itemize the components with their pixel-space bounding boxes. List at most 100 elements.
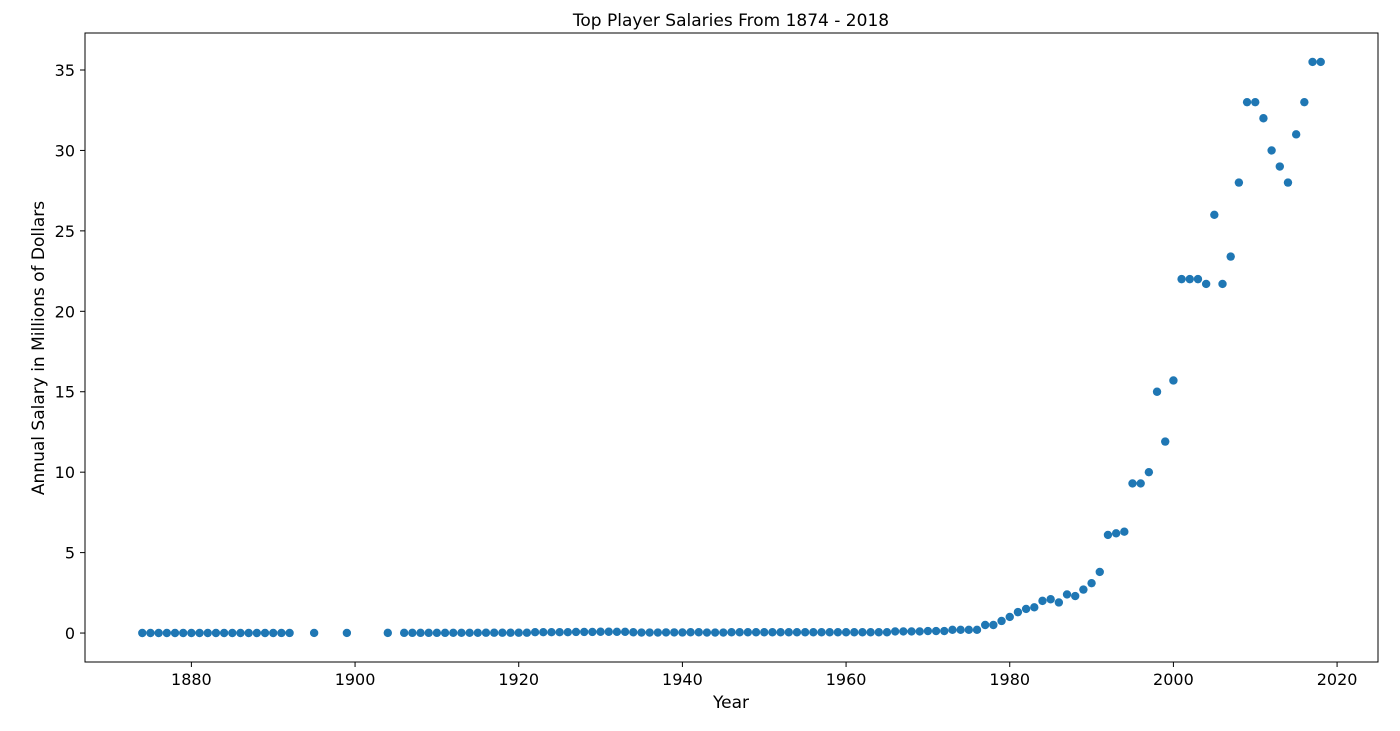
- data-point: [710, 628, 720, 637]
- data-point: [1177, 274, 1186, 284]
- data-point: [179, 628, 188, 638]
- y-tick-label: 15: [55, 383, 75, 402]
- data-point: [416, 628, 425, 638]
- data-point: [236, 628, 245, 638]
- x-tick-label: 1940: [662, 670, 703, 689]
- data-point: [1046, 595, 1055, 604]
- x-tick-label: 2020: [1317, 670, 1358, 689]
- data-point: [653, 628, 663, 637]
- data-point: [1201, 279, 1211, 289]
- data-point: [800, 628, 810, 637]
- data-point: [637, 628, 646, 637]
- data-point: [874, 628, 884, 637]
- chart-title: Top Player Salaries From 1874 - 2018: [572, 11, 889, 31]
- y-tick-label: 10: [55, 463, 75, 482]
- data-point: [1021, 604, 1031, 614]
- data-point: [579, 627, 589, 637]
- data-point: [612, 627, 622, 637]
- data-point: [539, 628, 548, 637]
- data-point: [1079, 585, 1088, 594]
- x-tick-label: 2000: [1153, 670, 1194, 689]
- data-point: [563, 628, 573, 637]
- data-point: [1136, 479, 1145, 488]
- y-axis-label: Annual Salary in Millions of Dollars: [29, 201, 49, 495]
- data-point: [277, 628, 286, 638]
- data-point: [1144, 467, 1154, 477]
- data-point: [1300, 97, 1309, 107]
- data-point: [1226, 252, 1235, 261]
- data-point: [719, 628, 728, 637]
- data-point: [1120, 527, 1129, 536]
- data-point: [817, 628, 826, 637]
- data-point: [727, 628, 736, 637]
- data-point: [596, 627, 605, 636]
- data-point: [187, 628, 196, 638]
- data-point: [923, 626, 933, 636]
- data-point: [645, 628, 654, 637]
- data-point: [964, 625, 974, 635]
- data-point: [1128, 479, 1137, 488]
- y-tick-label: 30: [55, 141, 75, 160]
- data-point: [498, 628, 507, 637]
- data-point: [449, 628, 458, 638]
- data-series: [138, 57, 1325, 638]
- data-point: [555, 628, 564, 637]
- data-point: [203, 628, 212, 638]
- data-point: [661, 628, 671, 637]
- y-axis: 0 5 10 15 20 25 30 35: [55, 61, 85, 643]
- data-point: [146, 628, 155, 638]
- data-point: [571, 627, 581, 637]
- data-point: [1095, 567, 1104, 577]
- data-point: [670, 628, 679, 637]
- data-point: [751, 628, 761, 637]
- data-point: [858, 628, 867, 637]
- x-axis: 1880 1900 1920 1940 1960 1980 2000 2020: [171, 662, 1357, 689]
- data-point: [269, 628, 278, 638]
- data-point: [743, 628, 753, 637]
- data-point: [1062, 590, 1072, 599]
- data-point: [1275, 162, 1284, 171]
- data-point: [138, 628, 147, 638]
- x-tick-label: 1960: [826, 670, 867, 689]
- data-point: [1242, 97, 1252, 107]
- plot-area: [84, 32, 1379, 663]
- x-tick-label: 1920: [498, 670, 539, 689]
- data-point: [1071, 591, 1080, 601]
- data-point: [1161, 437, 1170, 446]
- data-point: [890, 627, 900, 636]
- data-point: [1038, 596, 1047, 606]
- data-point: [694, 628, 703, 637]
- data-point: [1005, 612, 1014, 622]
- data-point: [547, 628, 556, 637]
- data-point: [678, 628, 687, 637]
- data-point: [989, 620, 998, 630]
- x-tick-label: 1900: [335, 670, 376, 689]
- data-point: [285, 628, 294, 638]
- data-point: [980, 620, 990, 630]
- data-point: [702, 628, 712, 637]
- data-point: [432, 628, 442, 638]
- data-point: [899, 627, 908, 636]
- data-point: [1087, 578, 1096, 588]
- data-point: [850, 628, 859, 637]
- data-point: [489, 628, 499, 637]
- data-point: [342, 628, 352, 638]
- data-point: [1308, 57, 1317, 67]
- y-tick-label: 0: [65, 624, 75, 643]
- data-point: [530, 628, 540, 637]
- data-point: [195, 628, 204, 638]
- data-point: [882, 628, 892, 637]
- data-point: [907, 627, 916, 636]
- data-point: [465, 628, 474, 638]
- data-point: [399, 628, 409, 638]
- data-point: [1283, 178, 1293, 187]
- y-tick-label: 25: [55, 222, 75, 241]
- data-point: [252, 628, 262, 638]
- data-point: [154, 628, 163, 638]
- data-point: [211, 628, 221, 638]
- data-point: [383, 628, 392, 638]
- data-point: [1030, 603, 1039, 612]
- y-tick-label: 20: [55, 302, 75, 321]
- data-point: [997, 616, 1006, 626]
